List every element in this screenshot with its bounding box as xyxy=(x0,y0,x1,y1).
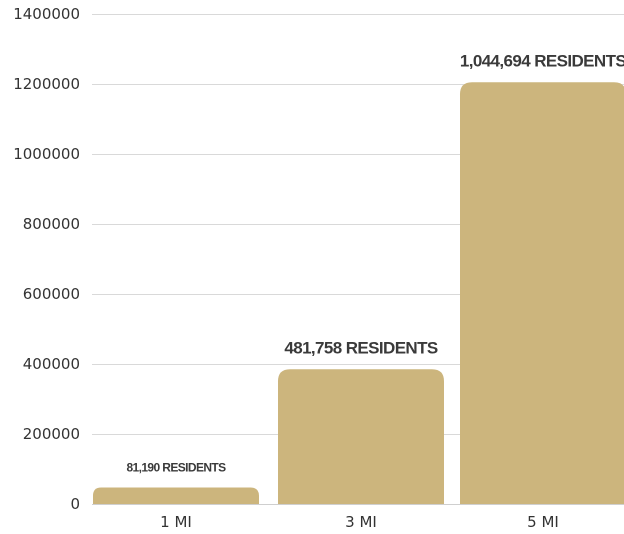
y-axis-ticks: 0 200000 400000 600000 800000 1000000 1200000 1… xyxy=(13,5,80,513)
data-label: 81,190 RESIDENTS xyxy=(126,461,226,475)
y-tick-label: 600000 xyxy=(23,285,80,303)
y-tick-label: 1000000 xyxy=(13,145,80,163)
bar-3-mi xyxy=(278,369,444,504)
data-labels: 81,190 RESIDENTS 481,758 RESIDENTS 1,044,6… xyxy=(126,51,624,474)
x-axis-ticks: 1 MI 3 MI 5 MI xyxy=(160,513,559,531)
y-tick-label: 1400000 xyxy=(13,5,80,23)
gridlines xyxy=(92,14,624,505)
y-tick-label: 1200000 xyxy=(13,75,80,93)
data-label: 1,044,694 RESIDENTS xyxy=(460,51,624,70)
x-tick-label: 3 MI xyxy=(345,513,377,531)
y-tick-label: 200000 xyxy=(23,425,80,443)
bars xyxy=(93,82,624,504)
x-tick-label: 1 MI xyxy=(160,513,192,531)
y-tick-label: 800000 xyxy=(23,215,80,233)
y-tick-label: 400000 xyxy=(23,355,80,373)
y-tick-label: 0 xyxy=(70,495,80,513)
data-label: 481,758 RESIDENTS xyxy=(284,338,438,357)
x-tick-label: 5 MI xyxy=(527,513,559,531)
bar-5-mi xyxy=(460,82,624,504)
bar-1-mi xyxy=(93,487,259,504)
